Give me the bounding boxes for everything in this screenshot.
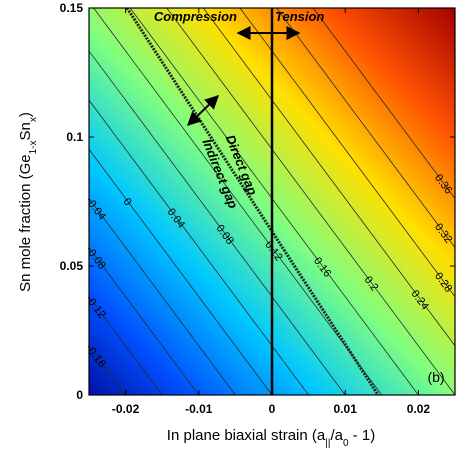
- y-axis: 0 0.05 0.1 0.15: [60, 1, 455, 402]
- contour-line: [89, 99, 309, 395]
- contour-line: [89, 246, 200, 395]
- tension-label: Tension: [275, 9, 324, 24]
- contour-line: [89, 197, 236, 395]
- x-tick-label: -0.02: [112, 402, 140, 416]
- x-axis-title: In plane biaxial strain (a||/a0 - 1): [167, 427, 375, 449]
- contour-line: [276, 8, 455, 249]
- compression-label: Compression: [154, 9, 237, 24]
- contour-line: [129, 8, 419, 395]
- y-tick-label: 0.05: [60, 259, 84, 273]
- direct-indirect-boundary: [125, 8, 380, 395]
- y-tick-label: 0.1: [66, 130, 83, 144]
- y-tick-label: 0: [76, 388, 83, 402]
- contour-line: [89, 394, 90, 395]
- contour-line: [89, 148, 273, 395]
- y-tick-label: 0.15: [60, 1, 84, 15]
- panel-label: (b): [427, 369, 444, 385]
- contour-line: [239, 8, 455, 298]
- x-axis: -0.02 -0.01 0 0.01 0.02: [112, 8, 430, 416]
- contour-line: [89, 50, 346, 395]
- x-tick-label: -0.01: [185, 402, 213, 416]
- contour-line: [0, 8, 16, 395]
- direct-indirect-arrow: [186, 95, 220, 126]
- y-axis-title: Sn mole fraction (Ge1-xSnx): [17, 112, 39, 292]
- contour-line: [203, 8, 455, 347]
- contour-line: [166, 8, 455, 395]
- contour-lines: [0, 8, 455, 395]
- contour-line: [312, 8, 455, 200]
- contour-line: [93, 8, 383, 395]
- x-tick-label: 0.01: [334, 402, 358, 416]
- x-tick-label: 0: [269, 402, 276, 416]
- contour-line: [89, 296, 163, 395]
- x-tick-label: 0.02: [407, 402, 431, 416]
